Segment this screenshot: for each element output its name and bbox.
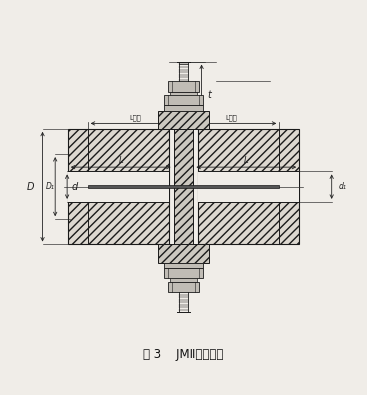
- Text: d: d: [72, 182, 78, 192]
- Bar: [164, 263, 203, 268]
- Text: D: D: [27, 182, 34, 192]
- Bar: [68, 129, 169, 245]
- Bar: [198, 171, 299, 202]
- Text: L: L: [119, 156, 123, 165]
- Bar: [174, 129, 193, 245]
- Text: L联半: L联半: [226, 114, 237, 120]
- Bar: [158, 245, 209, 263]
- Text: d₁: d₁: [338, 182, 346, 191]
- Bar: [68, 171, 169, 202]
- Text: L: L: [244, 156, 248, 165]
- Text: D₁: D₁: [46, 182, 54, 191]
- Text: L联半: L联半: [130, 114, 141, 120]
- Bar: [164, 268, 203, 278]
- Bar: [170, 92, 197, 95]
- Bar: [164, 95, 203, 105]
- Bar: [170, 278, 197, 282]
- Bar: [198, 129, 299, 245]
- Text: 图 3    JMⅡ型联轴器: 图 3 JMⅡ型联轴器: [143, 348, 224, 361]
- Bar: [168, 81, 199, 92]
- Bar: [168, 282, 199, 292]
- Bar: [164, 105, 203, 111]
- Text: t: t: [207, 90, 211, 100]
- Bar: [158, 111, 209, 129]
- Bar: [88, 185, 279, 188]
